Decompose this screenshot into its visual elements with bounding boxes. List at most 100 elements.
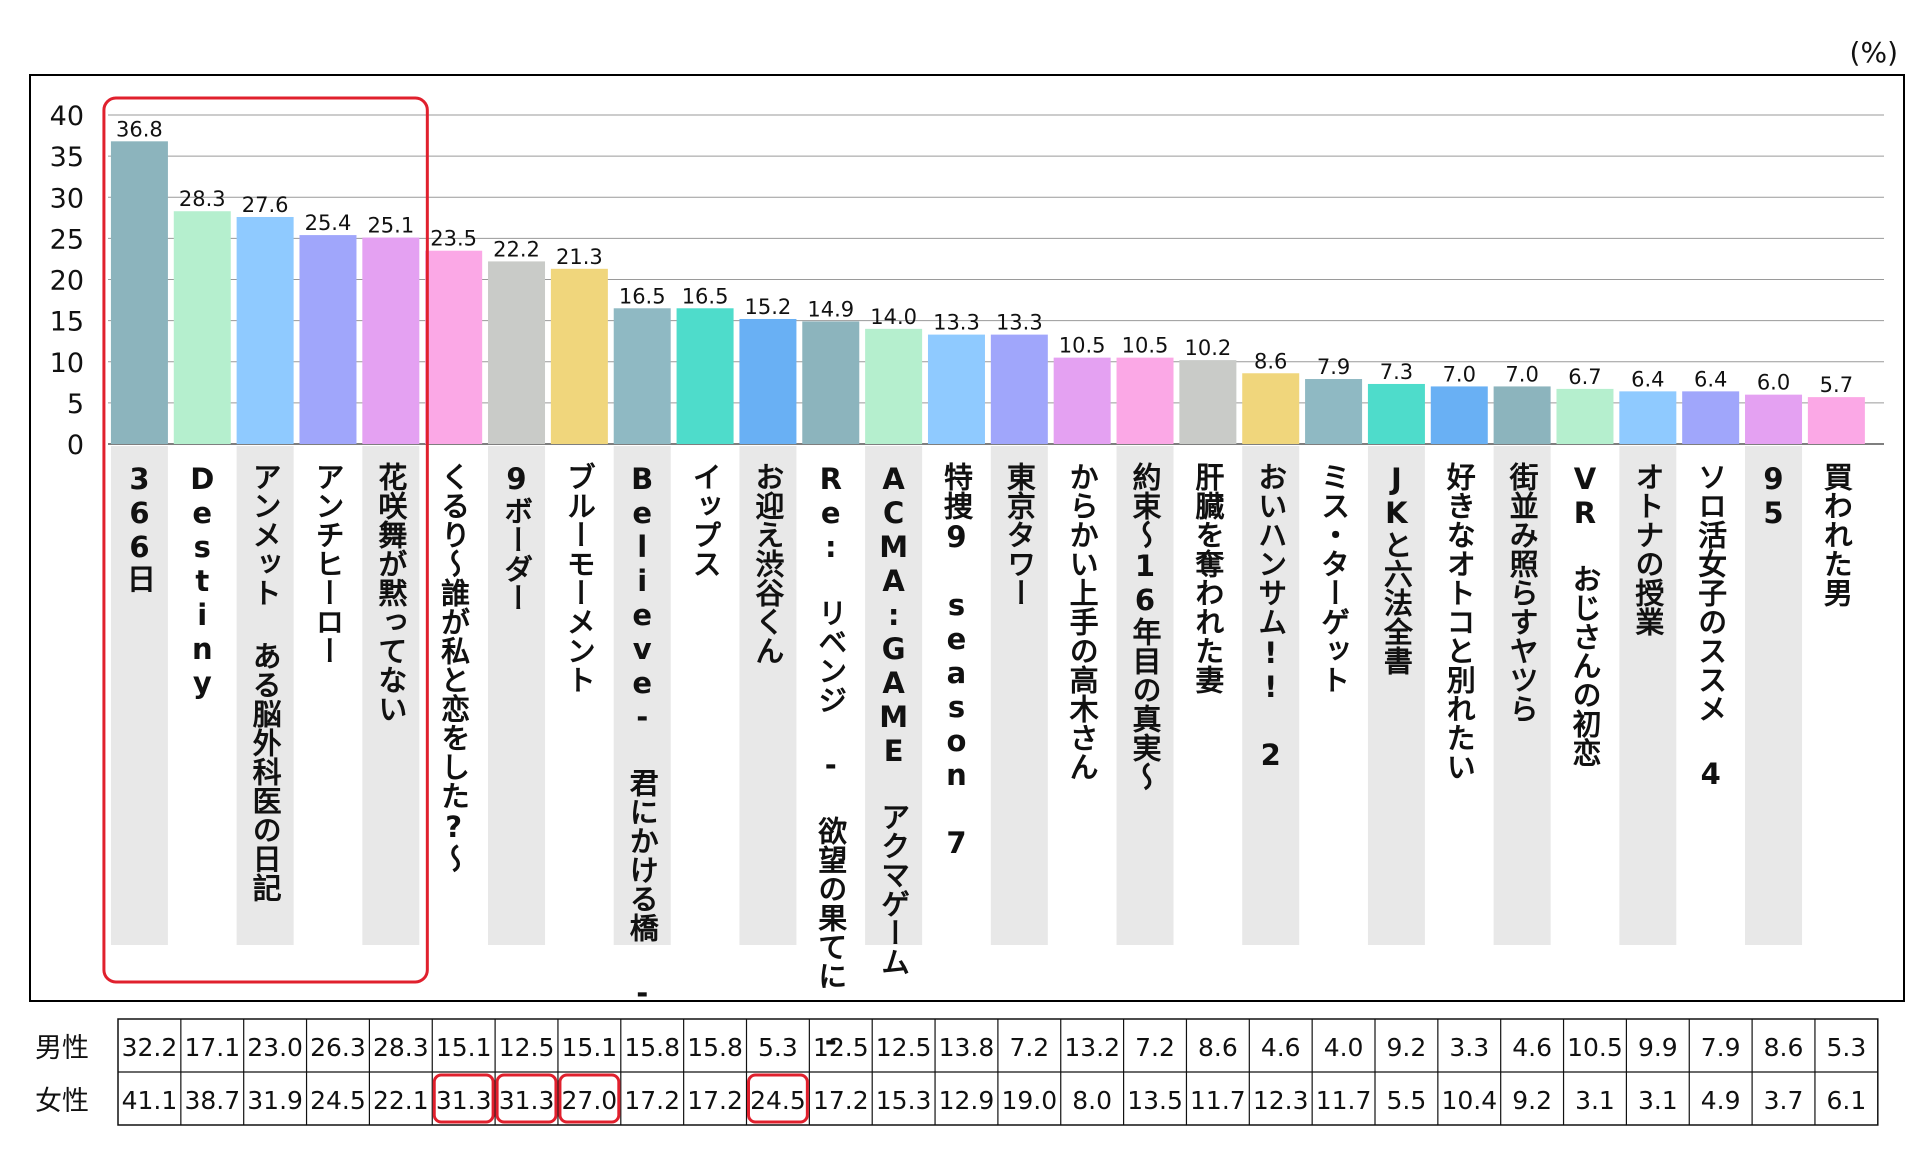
table-cell: 10.4 [1441,1086,1497,1115]
label-background [1367,446,1425,945]
data-label: 7.0 [1505,362,1538,386]
data-label: 7.3 [1380,360,1413,384]
table-highlight [747,1073,809,1124]
category-label: 95 [1757,462,1791,530]
table-cell: 13.5 [1127,1086,1183,1115]
table-cell: 27.0 [562,1086,618,1115]
bar [425,250,483,444]
table-cell: 24.5 [750,1086,806,1115]
label-background [1745,446,1803,945]
table-highlight [432,1073,495,1124]
bar [1619,391,1677,444]
label-background [362,446,420,945]
data-label: 21.3 [556,245,603,269]
data-label: 6.0 [1757,371,1790,395]
label-background [1493,446,1551,945]
y-tick-label: 35 [50,142,84,173]
data-label: 13.3 [933,311,980,335]
data-label: 15.2 [745,295,792,319]
table-cell: 17.1 [184,1033,240,1062]
bar [1430,386,1488,444]
bar [1682,391,1740,444]
chart-frame [29,74,1905,1002]
bar [1556,388,1614,444]
category-label: Believe- 君にかける橋 - [625,462,659,1010]
table-cell: 23.0 [247,1033,303,1062]
table-cell: 15.3 [876,1086,932,1115]
bar [299,235,357,444]
bar [927,334,985,444]
y-tick-label: 5 [67,389,84,420]
table-cell: 3.3 [1449,1033,1489,1062]
table-cell: 10.5 [1567,1033,1623,1062]
y-tick-label: 10 [50,348,84,379]
data-label: 14.9 [807,297,854,321]
data-label: 36.8 [116,117,163,141]
table-cell: 4.0 [1324,1033,1364,1062]
table-cell: 12.5 [499,1033,555,1062]
table-cell: 9.2 [1387,1033,1427,1062]
table-cell: 4.9 [1701,1086,1741,1115]
data-label: 25.1 [367,214,414,238]
table-cell: 31.9 [247,1086,303,1115]
table-cell: 3.7 [1764,1086,1804,1115]
table-cell: 3.1 [1575,1086,1615,1115]
data-label: 6.4 [1631,367,1664,391]
table-cell: 12.5 [876,1033,932,1062]
bar [1053,357,1111,444]
data-label: 10.5 [1059,334,1106,358]
table-cell: 13.8 [939,1033,995,1062]
bar [550,268,608,444]
data-label: 6.7 [1568,365,1601,389]
category-label: JKと六法全書 [1379,462,1414,675]
y-axis-ticks: 0 5 10 15 20 25 30 35 40 [50,101,84,461]
y-tick-label: 40 [50,101,84,132]
table-cell: 15.1 [562,1033,618,1062]
table-cell: 28.3 [373,1033,429,1062]
category-label: 9ボーダー [500,462,534,612]
table-cell: 31.3 [499,1086,555,1115]
table-cell: 15.1 [436,1033,492,1062]
table-cell: 7.2 [1135,1033,1175,1062]
table-cell: 26.3 [310,1033,366,1062]
category-label: アンチヒーロー [311,462,345,665]
bar [173,211,231,444]
category-label: くるり～誰が私と恋をした?～ [437,462,471,873]
table-cell: 8.6 [1764,1033,1804,1062]
bar [990,334,1048,444]
data-label: 27.6 [242,193,289,217]
data-label: 10.2 [1184,336,1231,360]
bar [236,216,294,444]
data-label: 16.5 [682,284,729,308]
category-label: Re: リベンジ - 欲望の果てに - [814,462,849,1058]
label-background [236,446,294,945]
table-cell: 9.9 [1638,1033,1678,1062]
table-cell: 41.1 [122,1086,178,1115]
table-cell: 8.6 [1198,1033,1238,1062]
table-cell: 12.3 [1253,1086,1309,1115]
data-label: 13.3 [996,311,1043,335]
bar [1807,397,1865,444]
bar [1305,379,1363,444]
table-cell: 11.7 [1190,1086,1246,1115]
data-label: 14.0 [870,305,917,329]
data-label: 7.9 [1317,355,1350,379]
y-tick-label: 25 [50,224,84,255]
category-labels: 366日 Destiny アンメット ある脳外科医の日記 アンチヒーロー 花咲舞が黙って… [122,461,1853,1058]
category-label: ミス・ターゲット [1317,462,1351,694]
table-cell: 11.7 [1316,1086,1372,1115]
table-cell: 5.3 [758,1033,798,1062]
label-background [1619,446,1677,945]
table-cell: 31.3 [436,1086,492,1115]
table-highlight [558,1073,621,1124]
data-label: 8.6 [1254,349,1287,373]
table-cell: 8.0 [1072,1086,1112,1115]
table-cell: 5.5 [1387,1086,1427,1115]
table-cell: 4.6 [1261,1033,1301,1062]
label-background [1116,446,1174,945]
category-label: 街並み照らすヤツら [1505,461,1540,723]
unit-label: (%) [1850,36,1898,69]
data-label: 7.0 [1443,362,1476,386]
y-tick-label: 15 [50,307,84,338]
